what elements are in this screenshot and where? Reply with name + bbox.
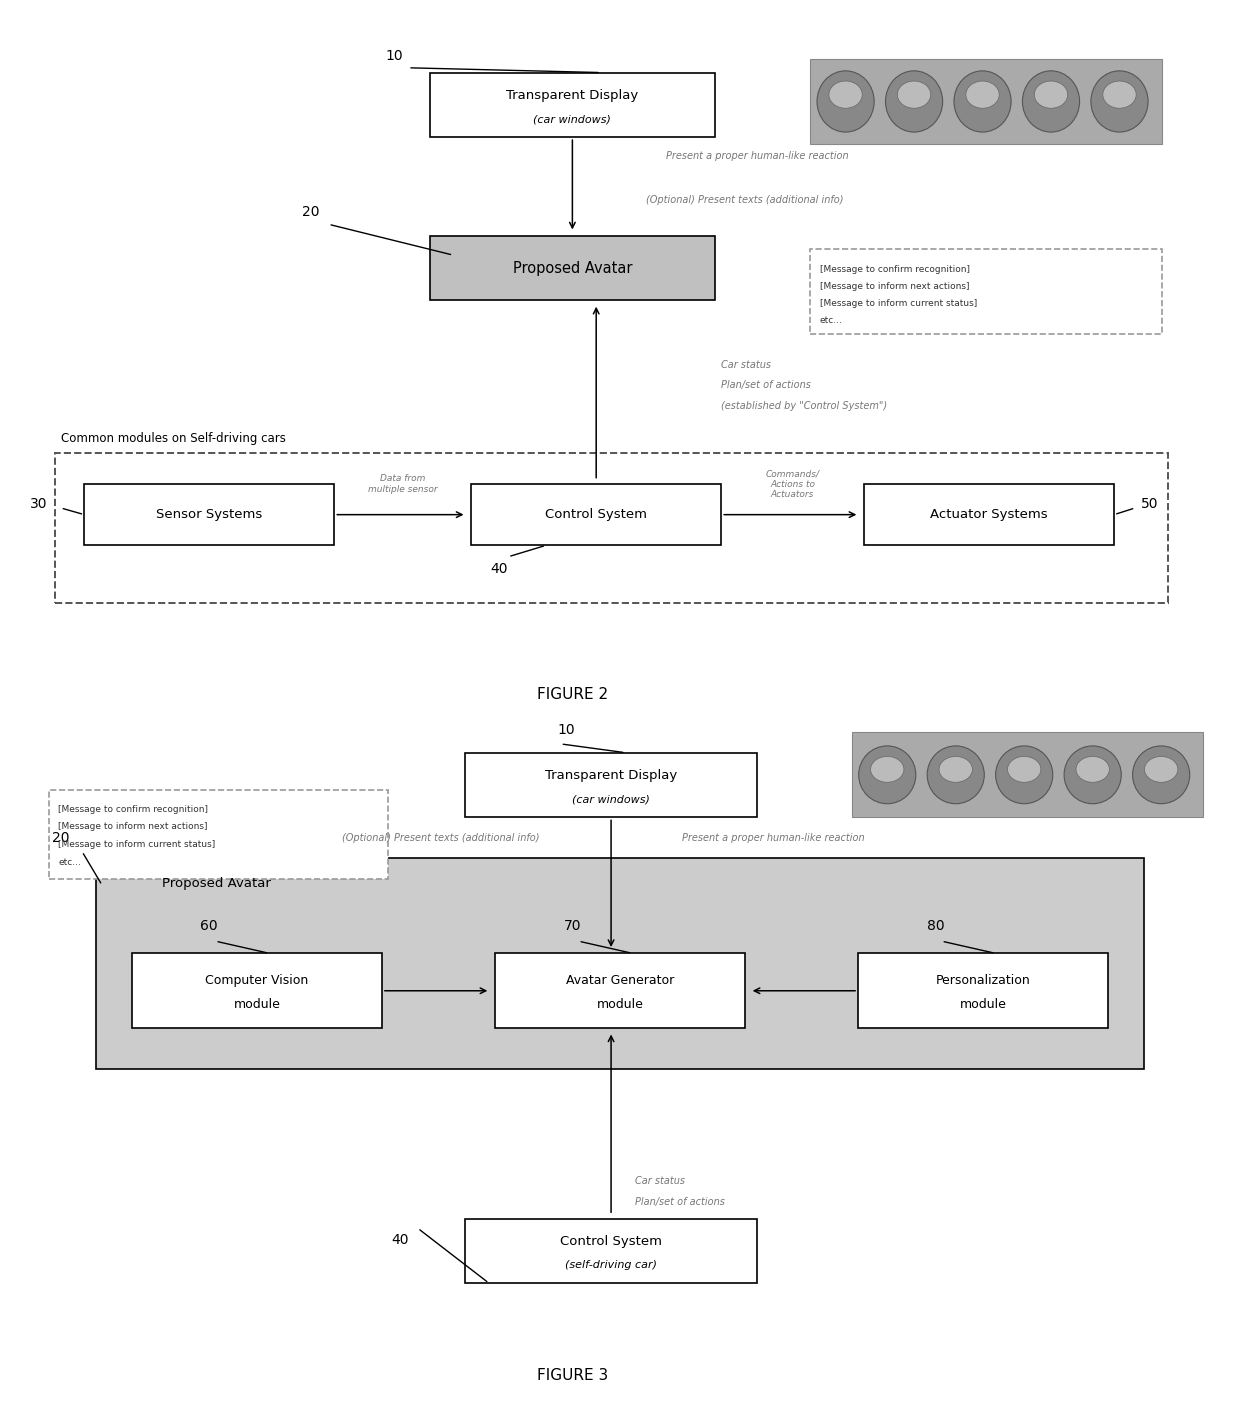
Text: Actuator Systems: Actuator Systems xyxy=(930,509,1048,521)
Ellipse shape xyxy=(996,745,1053,803)
Text: Present a proper human-like reaction: Present a proper human-like reaction xyxy=(682,833,866,843)
Text: [Message to confirm recognition]: [Message to confirm recognition] xyxy=(820,265,970,275)
Text: Computer Vision: Computer Vision xyxy=(206,973,309,986)
Bar xyxy=(84,485,335,546)
Ellipse shape xyxy=(870,757,904,782)
Bar xyxy=(858,954,1109,1029)
Ellipse shape xyxy=(1064,745,1121,803)
Text: 80: 80 xyxy=(926,920,945,934)
Text: Transparent Display: Transparent Display xyxy=(544,769,677,782)
Ellipse shape xyxy=(1076,757,1110,782)
Text: 20: 20 xyxy=(52,830,69,845)
Ellipse shape xyxy=(828,81,862,108)
Text: module: module xyxy=(233,998,280,1010)
Text: 30: 30 xyxy=(30,497,48,512)
Text: module: module xyxy=(960,998,1007,1010)
Text: Common modules on Self-driving cars: Common modules on Self-driving cars xyxy=(61,432,285,445)
Text: 10: 10 xyxy=(558,723,575,737)
Ellipse shape xyxy=(966,81,999,108)
Text: FIGURE 3: FIGURE 3 xyxy=(537,1367,608,1383)
Text: Transparent Display: Transparent Display xyxy=(506,89,639,102)
Text: Personalization: Personalization xyxy=(936,973,1030,986)
Text: 10: 10 xyxy=(384,48,403,62)
Bar xyxy=(429,235,715,300)
Ellipse shape xyxy=(1132,745,1189,803)
Text: 40: 40 xyxy=(391,1233,408,1247)
Ellipse shape xyxy=(1091,71,1148,132)
Text: module: module xyxy=(596,998,644,1010)
Ellipse shape xyxy=(1102,81,1136,108)
Text: Plan/set of actions: Plan/set of actions xyxy=(722,380,811,391)
Bar xyxy=(811,249,1162,334)
Text: FIGURE 2: FIGURE 2 xyxy=(537,687,608,703)
Text: Control System: Control System xyxy=(546,509,647,521)
Ellipse shape xyxy=(858,745,916,803)
Bar xyxy=(811,60,1162,145)
Ellipse shape xyxy=(885,71,942,132)
Text: Present a proper human-like reaction: Present a proper human-like reaction xyxy=(666,150,848,162)
Text: Sensor Systems: Sensor Systems xyxy=(156,509,263,521)
Text: Control System: Control System xyxy=(560,1236,662,1248)
Text: 60: 60 xyxy=(201,920,218,934)
Ellipse shape xyxy=(1023,71,1080,132)
Text: 50: 50 xyxy=(1141,497,1158,512)
Bar xyxy=(465,1219,756,1284)
Text: Proposed Avatar: Proposed Avatar xyxy=(512,261,632,275)
Bar xyxy=(429,72,715,137)
Text: [Message to inform current status]: [Message to inform current status] xyxy=(820,299,977,309)
Text: 70: 70 xyxy=(564,920,582,934)
Text: Car status: Car status xyxy=(722,360,771,370)
Ellipse shape xyxy=(939,757,972,782)
Text: (Optional) Present texts (additional info): (Optional) Present texts (additional inf… xyxy=(646,196,843,205)
Text: [Message to inform current status]: [Message to inform current status] xyxy=(58,840,216,849)
Text: (established by "Control System"): (established by "Control System") xyxy=(722,401,888,411)
Text: (Optional) Present texts (additional info): (Optional) Present texts (additional inf… xyxy=(342,833,539,843)
Text: Avatar Generator: Avatar Generator xyxy=(565,973,675,986)
Ellipse shape xyxy=(954,71,1011,132)
Bar xyxy=(48,791,388,879)
Text: 20: 20 xyxy=(301,205,319,220)
Text: [Message to inform next actions]: [Message to inform next actions] xyxy=(58,822,207,832)
Ellipse shape xyxy=(928,745,985,803)
Ellipse shape xyxy=(1008,757,1040,782)
Text: 40: 40 xyxy=(490,563,507,577)
Bar xyxy=(471,485,722,546)
Text: etc...: etc... xyxy=(820,316,843,326)
Bar xyxy=(131,954,382,1029)
Text: Plan/set of actions: Plan/set of actions xyxy=(635,1196,724,1207)
Text: Car status: Car status xyxy=(635,1176,684,1186)
Text: etc...: etc... xyxy=(58,857,81,867)
Ellipse shape xyxy=(1034,81,1068,108)
Text: Data from
multiple sensor: Data from multiple sensor xyxy=(368,475,438,493)
Bar xyxy=(97,859,1143,1068)
Bar xyxy=(495,954,745,1029)
Text: (car windows): (car windows) xyxy=(572,795,650,805)
Text: (car windows): (car windows) xyxy=(533,115,611,125)
Text: (self-driving car): (self-driving car) xyxy=(565,1260,657,1270)
Ellipse shape xyxy=(898,81,931,108)
Bar xyxy=(864,485,1114,546)
Text: Commands/
Actions to
Actuators: Commands/ Actions to Actuators xyxy=(765,469,820,499)
Bar xyxy=(55,453,1168,604)
Ellipse shape xyxy=(1145,757,1178,782)
Bar xyxy=(465,752,756,818)
Bar xyxy=(852,733,1203,818)
Ellipse shape xyxy=(817,71,874,132)
Text: [Message to inform next actions]: [Message to inform next actions] xyxy=(820,282,970,292)
Text: Proposed Avatar: Proposed Avatar xyxy=(161,877,270,890)
Text: [Message to confirm recognition]: [Message to confirm recognition] xyxy=(58,805,208,813)
